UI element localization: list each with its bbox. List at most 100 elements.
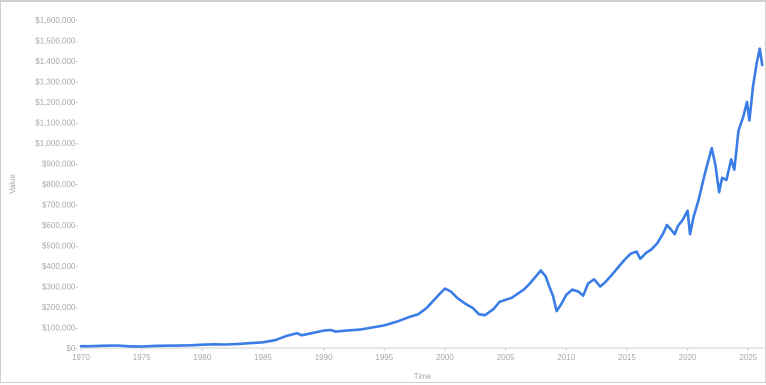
data-point: [725, 179, 728, 181]
data-point: [407, 316, 410, 319]
data-point: [250, 342, 252, 344]
data-point: [540, 269, 542, 272]
y-tick-label: $700,000-: [42, 201, 78, 210]
data-point: [274, 339, 276, 342]
data-point: [746, 101, 748, 103]
data-point: [759, 47, 761, 50]
data-point: [718, 191, 720, 193]
data-point: [656, 242, 658, 245]
data-point: [444, 287, 446, 290]
data-point: [128, 345, 131, 348]
data-point: [666, 224, 668, 226]
data-point: [730, 158, 732, 161]
data-point: [669, 228, 672, 230]
data-point: [330, 329, 332, 331]
y-tick-label: $1,500,000-: [35, 37, 78, 46]
data-point: [498, 301, 501, 303]
data-point: [748, 119, 751, 122]
x-axis-title: Time: [414, 372, 432, 381]
data-point: [577, 290, 580, 293]
data-point: [464, 303, 467, 305]
data-point: [645, 251, 648, 254]
data-point: [639, 258, 642, 260]
x-tick-label: 2020: [679, 353, 697, 362]
data-point: [565, 293, 568, 296]
y-tick-label: $300,000-: [42, 283, 78, 292]
data-point: [662, 232, 665, 234]
data-point: [733, 168, 736, 171]
data-point: [650, 248, 652, 251]
y-tick-label: $1,400,000-: [35, 57, 78, 66]
x-tick-label: 1975: [133, 353, 151, 362]
data-point: [721, 177, 723, 179]
data-point: [504, 299, 507, 301]
data-point: [177, 344, 179, 347]
y-tick-label: $1,200,000-: [35, 98, 78, 107]
data-point: [711, 147, 713, 149]
y-tick-label: $1,100,000-: [35, 119, 78, 128]
data-point: [153, 345, 155, 347]
data-point: [116, 344, 119, 347]
y-tick-label: $800,000-: [42, 180, 78, 189]
x-tick-label: 1980: [193, 353, 211, 362]
data-point: [571, 288, 574, 291]
data-point: [237, 343, 240, 345]
x-tick-label: 1990: [315, 353, 333, 362]
data-point: [635, 250, 638, 253]
data-point: [737, 129, 740, 132]
data-point: [189, 344, 191, 347]
data-point: [552, 294, 554, 297]
data-point: [484, 314, 486, 317]
data-point: [629, 252, 632, 255]
x-tick-label: 2025: [739, 353, 757, 362]
data-point: [80, 345, 82, 348]
data-points: [80, 47, 763, 348]
data-point: [548, 285, 551, 288]
data-point: [140, 345, 143, 348]
data-point: [674, 233, 676, 235]
data-point: [92, 345, 94, 347]
x-axis-ticks: 1970 1975 1980 1985 1990 1995 2000 2005 2010 2015…: [72, 348, 758, 362]
data-point: [225, 343, 228, 346]
data-point: [104, 344, 107, 347]
data-point: [516, 292, 519, 295]
data-point: [438, 293, 440, 296]
y-tick-label: $100,000-: [42, 324, 78, 333]
data-point: [371, 326, 374, 329]
data-point: [417, 313, 420, 316]
data-point: [335, 330, 337, 333]
x-tick-label: 2010: [557, 353, 575, 362]
y-tick-label: $1,000,000-: [35, 139, 78, 148]
data-point: [677, 225, 679, 227]
x-tick-label: 1970: [72, 353, 90, 362]
data-point: [587, 282, 589, 285]
data-point: [310, 332, 313, 335]
data-point: [395, 321, 398, 323]
data-point: [604, 281, 606, 284]
data-point: [201, 343, 204, 346]
data-point: [617, 266, 620, 268]
y-axis-ticks: $0- $100,000- $200,000- $300,000- $400,000- $…: [35, 16, 78, 353]
x-tick-label: 1995: [375, 353, 393, 362]
y-tick-label: $1,600,000-: [35, 16, 78, 25]
data-point: [359, 328, 361, 331]
y-tick-label: $0-: [66, 344, 78, 353]
data-point: [322, 329, 325, 332]
data-point: [611, 273, 614, 276]
data-point: [544, 275, 547, 278]
data-point: [425, 307, 428, 309]
data-point: [702, 179, 705, 181]
data-point: [593, 278, 595, 281]
data-point: [383, 324, 386, 327]
y-tick-label: $400,000-: [42, 262, 78, 271]
data-point: [456, 297, 458, 299]
data-point: [165, 344, 167, 347]
data-point: [742, 115, 745, 118]
data-point: [296, 332, 298, 335]
data-point: [347, 329, 349, 332]
y-axis-title: Value: [8, 174, 17, 194]
data-point: [262, 341, 264, 344]
data-point: [761, 64, 763, 66]
